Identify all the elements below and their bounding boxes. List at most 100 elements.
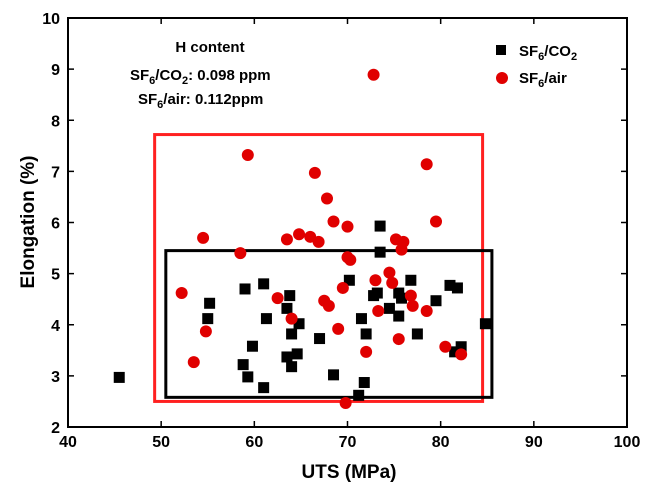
y-tick-label: 10 [42, 11, 60, 28]
x-tick-label: 40 [59, 434, 77, 451]
sf6-co2-point [284, 290, 296, 302]
annotation-title: H content [175, 39, 244, 56]
axis-ticks: 40 50 60 70 80 90 100 2 3 4 5 6 7 8 9 10 [42, 11, 640, 451]
annotation-line-2: SF6/air: 0.112ppm [138, 91, 263, 111]
sf6-co2-point [281, 351, 293, 363]
sf6-air-point [285, 312, 298, 325]
sf6-air-point [367, 68, 380, 81]
sf6-air-point [430, 215, 443, 228]
h-content-annotation: H content SF6/CO2: 0.098 ppm SF6/air: 0.… [130, 39, 271, 111]
sf6-co2-point [202, 313, 214, 325]
sf6-air-point [322, 299, 335, 312]
sf6-air-point [341, 220, 354, 233]
sf6-co2-point [451, 282, 463, 294]
sf6-air-point [321, 192, 334, 205]
sf6-air-point [383, 266, 396, 279]
sf6-co2-point [358, 377, 370, 389]
data-points [113, 68, 491, 409]
sf6-co2-point [237, 359, 249, 371]
sf6-air-point [372, 304, 385, 317]
sf6-air-point [397, 235, 410, 248]
sf6-co2-point [479, 318, 491, 330]
sf6-air-point [339, 396, 352, 409]
sf6-air-point [344, 253, 357, 266]
sf6-co2-point [242, 371, 254, 383]
sf6-air-point [293, 228, 306, 241]
x-tick-label: 100 [614, 434, 641, 451]
sf6-co2-point [293, 318, 305, 330]
sf6-co2-point [374, 246, 386, 258]
sf6-co2-point [286, 361, 298, 373]
sf6-co2-point [291, 348, 303, 360]
sf6-air-point [392, 333, 405, 346]
sf6-co2-point [328, 369, 340, 381]
sf6-air-point [197, 231, 210, 244]
sf6-air-point [455, 348, 468, 361]
sf6-co2-point [239, 283, 251, 295]
sf6-air-point [386, 276, 399, 289]
sf6-co2-point [374, 220, 386, 232]
y-tick-label: 6 [51, 216, 60, 233]
sf6-air-point [308, 166, 321, 179]
sf6-co2-point [455, 341, 467, 353]
sf6-air-point [280, 233, 293, 246]
sf6-air-point [199, 325, 212, 338]
y-tick-label: 4 [51, 318, 60, 335]
sf6-co2-point [353, 389, 365, 401]
y-tick-label: 7 [51, 164, 60, 181]
sf6-air-point [175, 287, 188, 300]
sf6-air-point [327, 215, 340, 228]
sf6-co2-point [204, 297, 216, 309]
sf6-air-point [360, 345, 373, 358]
sf6-air-point [420, 158, 433, 171]
sf6-co2-point [113, 371, 125, 383]
legend: SF6/CO2 SF6/air [496, 43, 577, 90]
y-tick-label: 5 [51, 267, 60, 284]
annotation-line-1: SF6/CO2: 0.098 ppm [130, 67, 271, 87]
sf6-co2-point [430, 295, 442, 307]
sf6-co2-point [258, 382, 270, 394]
sf6-co2-point [314, 333, 326, 345]
sf6-co2-point [396, 292, 408, 304]
x-tick-label: 70 [339, 434, 357, 451]
sf6-co2-point [449, 346, 461, 358]
y-tick-label: 9 [51, 62, 60, 79]
sf6-air-point [420, 304, 433, 317]
sf6-co2-point [411, 328, 423, 340]
sf6-air-point [439, 340, 452, 353]
sf6-air-point [241, 149, 254, 162]
sf6-air-point [406, 299, 419, 312]
sf6-co2-point [383, 302, 395, 314]
sf6-co2-region-box [164, 249, 494, 399]
sf6-co2-point [355, 313, 367, 325]
sf6-air-point [234, 247, 247, 260]
sf6-co2-point [371, 287, 383, 299]
sf6-air-point [332, 322, 345, 335]
y-tick-label: 3 [51, 369, 60, 386]
sf6-co2-point [360, 328, 372, 340]
legend-marker-sf6-air [496, 72, 508, 84]
sf6-co2-point [286, 328, 298, 340]
y-tick-label: 8 [51, 113, 60, 130]
x-tick-label: 90 [525, 434, 543, 451]
sf6-air-region-box [153, 133, 485, 403]
sf6-co2-point [343, 274, 355, 286]
sf6-air-point [312, 235, 325, 248]
x-tick-label: 60 [245, 434, 263, 451]
sf6-air-point [369, 274, 382, 287]
x-tick-label: 80 [432, 434, 450, 451]
sf6-air-point [271, 292, 284, 305]
sf6-co2-point [246, 340, 258, 352]
sf6-co2-point [258, 278, 270, 290]
legend-marker-sf6-co2 [496, 45, 506, 55]
sf6-air-point [404, 289, 417, 302]
sf6-co2-point [393, 310, 405, 322]
y-tick-label: 2 [51, 420, 60, 437]
legend-label-sf6-co2: SF6/CO2 [519, 43, 577, 63]
sf6-co2-point [260, 313, 272, 325]
sf6-co2-point [405, 274, 417, 286]
y-axis-title: Elongation (%) [18, 156, 39, 289]
x-axis-title: UTS (MPa) [302, 462, 397, 483]
sf6-air-point [187, 356, 200, 369]
